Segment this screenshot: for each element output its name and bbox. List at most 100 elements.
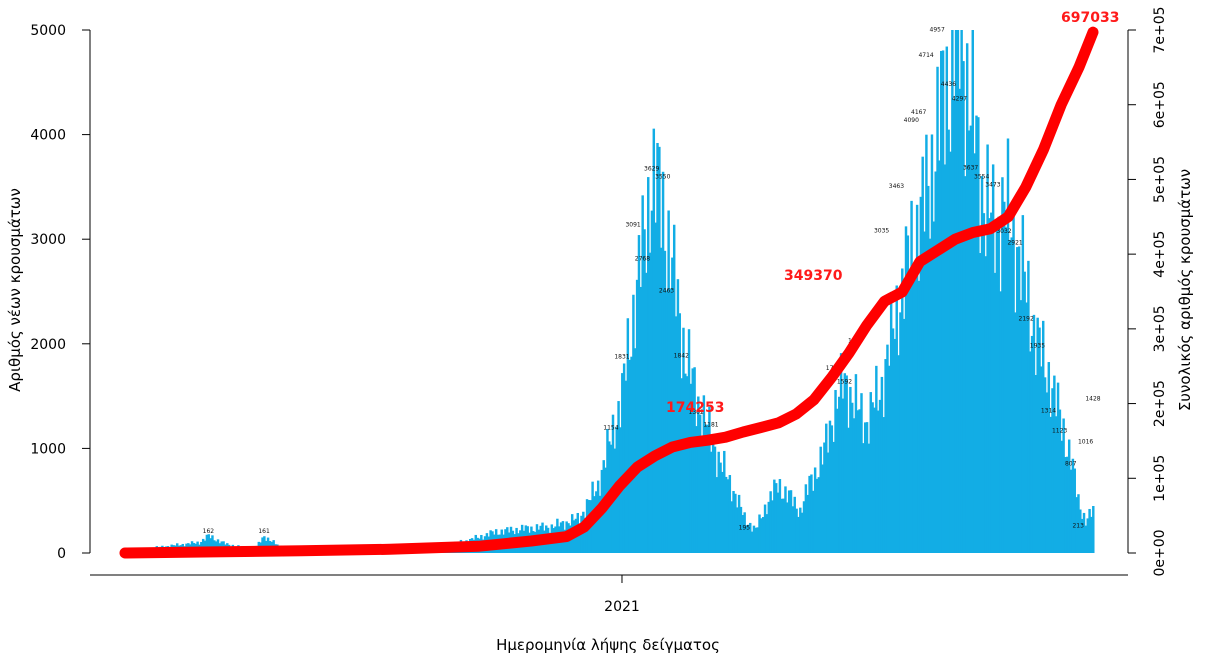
bar-value-label: 3637	[963, 165, 978, 172]
daily-bar	[928, 238, 932, 553]
bar-value-label: 1935	[1030, 343, 1045, 350]
daily-bar	[1073, 468, 1076, 553]
daily-bar	[1043, 377, 1047, 553]
bar-value-label: 162	[203, 528, 215, 535]
daily-bar	[263, 536, 266, 553]
daily-bar	[936, 66, 939, 554]
daily-bar	[845, 375, 848, 553]
daily-bar	[734, 493, 737, 553]
bar-value-label: 4714	[918, 52, 933, 59]
daily-bar	[1045, 392, 1049, 553]
daily-bar	[999, 291, 1002, 553]
daily-bar	[1051, 388, 1054, 553]
daily-bar	[1062, 418, 1065, 553]
daily-bar	[958, 88, 962, 554]
daily-bar	[865, 422, 869, 553]
daily-bar	[977, 117, 980, 554]
daily-bar	[828, 420, 832, 553]
daily-bar	[789, 490, 793, 553]
bar-value-label: 4297	[952, 96, 967, 103]
daily-bar	[695, 426, 698, 553]
daily-bar	[648, 252, 652, 554]
daily-bar	[723, 450, 726, 553]
y2-tick-label: 2e+05	[1152, 380, 1168, 427]
daily-bar	[261, 537, 264, 553]
daily-bar	[858, 409, 861, 553]
bottom-axis: 2021	[90, 574, 1128, 615]
daily-bar	[993, 272, 997, 553]
bar-value-label: 1302	[689, 409, 704, 416]
y-tick-label: 2000	[30, 337, 66, 353]
bar-value-label: 3554	[974, 173, 989, 180]
bar-value-label: 3629	[644, 165, 659, 172]
daily-bar	[1088, 508, 1091, 553]
daily-bar	[971, 30, 974, 553]
daily-bar	[863, 422, 867, 553]
daily-bar	[665, 290, 669, 553]
daily-bar	[771, 500, 774, 553]
bar-value-label: 3035	[874, 228, 889, 235]
daily-bar	[713, 446, 717, 553]
daily-bar	[205, 534, 209, 553]
daily-bar	[1075, 497, 1078, 553]
daily-bar	[201, 538, 205, 553]
daily-bar	[941, 50, 945, 553]
daily-bar	[847, 427, 850, 553]
daily-bar	[708, 406, 711, 553]
y2-tick-label: 3e+05	[1152, 305, 1168, 352]
x-axis-title: Ημερομηνία λήψης δείγματος	[496, 636, 720, 654]
right-axis: 0e+00 1e+05 2e+05 3e+05 4e+05 5e+05 6e+05 7e+05	[1127, 6, 1168, 577]
daily-bar	[867, 443, 871, 553]
daily-bar	[1004, 227, 1008, 553]
daily-bar	[684, 373, 687, 553]
bar-value-label: 3463	[889, 183, 904, 190]
x-tick-label: 2021	[604, 599, 640, 615]
daily-bar	[672, 224, 676, 553]
bar-value-label: 2463	[659, 287, 674, 294]
daily-bar	[860, 393, 863, 553]
daily-bar	[854, 374, 858, 553]
daily-bar	[767, 501, 770, 553]
daily-bar	[902, 318, 906, 553]
daily-bar	[671, 257, 674, 553]
daily-bar	[1019, 300, 1023, 553]
y-tick-label: 4000	[30, 128, 66, 144]
daily-bar	[884, 359, 887, 553]
daily-bar	[990, 212, 993, 553]
daily-bar	[769, 491, 772, 553]
daily-bar	[965, 43, 969, 554]
daily-bar	[598, 495, 602, 553]
daily-bar	[869, 392, 872, 553]
daily-bar	[1058, 409, 1062, 553]
daily-bar	[886, 344, 889, 553]
daily-bar	[711, 442, 715, 553]
daily-bar	[908, 280, 911, 553]
bar-value-label: 2768	[635, 256, 650, 263]
daily-bar	[940, 50, 943, 553]
daily-bar	[621, 373, 624, 553]
y2-tick-label: 5e+05	[1152, 156, 1168, 203]
bar-value-label: 195	[739, 525, 751, 532]
bar-value-label: 1428	[1085, 396, 1100, 403]
daily-bar	[704, 424, 707, 553]
daily-bar	[717, 451, 720, 553]
daily-bar	[897, 355, 900, 553]
daily-bar	[787, 490, 791, 553]
daily-bar	[689, 383, 693, 553]
daily-bar	[617, 401, 620, 553]
daily-bar	[1067, 439, 1071, 553]
daily-bar	[893, 338, 897, 553]
daily-bar	[216, 539, 220, 553]
daily-bar	[685, 376, 689, 553]
y2-axis-title: Συνολικός αριθμός κρουσμάτων	[1176, 169, 1194, 411]
daily-bar	[765, 514, 769, 553]
bar-value-label: 1842	[674, 352, 689, 359]
daily-bar	[635, 279, 639, 553]
daily-bar	[901, 268, 904, 553]
y2-tick-label: 4e+05	[1152, 231, 1168, 278]
daily-bar	[1054, 416, 1058, 553]
daily-bar	[943, 164, 947, 553]
y2-tick-label: 6e+05	[1152, 81, 1168, 128]
daily-bar	[663, 250, 667, 553]
